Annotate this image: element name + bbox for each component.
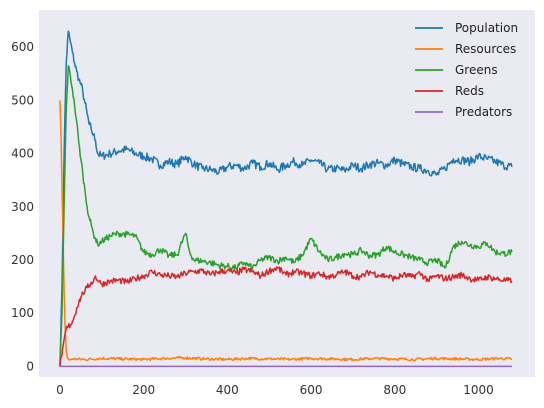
x-tick-label: 800 [383, 383, 406, 397]
series-line-reds [59, 266, 513, 367]
plot-area [39, 10, 535, 377]
legend-label: Predators [455, 105, 512, 119]
y-tick-label: 500 [11, 93, 34, 107]
x-tick-label: 200 [132, 383, 155, 397]
y-tick-label: 100 [11, 306, 34, 320]
x-axis-ticks: 0 200 400 600 800 1000 [56, 383, 494, 397]
legend-label: Resources [455, 42, 516, 56]
y-tick-label: 0 [26, 359, 34, 373]
x-tick-label: 0 [56, 383, 64, 397]
series-lines [59, 30, 513, 368]
y-tick-label: 400 [11, 147, 34, 161]
y-tick-label: 300 [11, 200, 34, 214]
legend-label: Reds [455, 84, 484, 98]
legend-label: Greens [455, 63, 498, 77]
series-line-resources [59, 100, 513, 362]
legend-label: Population [455, 21, 518, 35]
y-tick-label: 200 [11, 253, 34, 267]
x-tick-label: 1000 [463, 383, 494, 397]
y-tick-label: 600 [11, 40, 34, 54]
legend: Population Resources Greens Reds Predators [415, 21, 518, 119]
series-line-greens [59, 65, 513, 367]
series-line-population [59, 30, 513, 367]
y-axis-ticks: 0 100 200 300 400 500 600 [11, 40, 34, 373]
x-tick-label: 400 [216, 383, 239, 397]
x-tick-label: 600 [300, 383, 323, 397]
